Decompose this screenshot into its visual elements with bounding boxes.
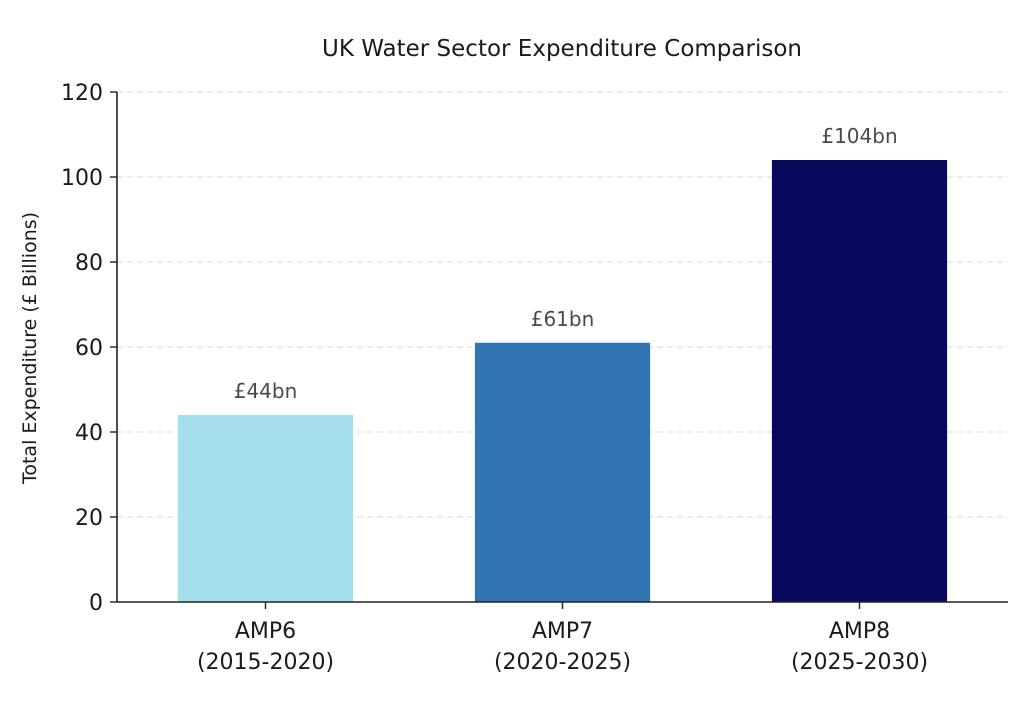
data-label: £61bn (531, 307, 595, 331)
y-tick-label: 20 (75, 506, 103, 531)
x-tick-sublabel: (2015-2020) (197, 650, 334, 675)
bars (177, 160, 948, 602)
y-tick-label: 80 (75, 251, 103, 276)
y-tick-label: 40 (75, 421, 103, 446)
y-tick-label: 100 (61, 166, 103, 191)
data-label: £104bn (821, 124, 897, 148)
chart-title: UK Water Sector Expenditure Comparison (322, 36, 802, 62)
x-tick-label: AMP7 (532, 619, 593, 644)
y-axis-label: Total Expenditure (£ Billions) (19, 212, 41, 485)
x-tick-sublabel: (2025-2030) (791, 650, 928, 675)
y-ticks: 0 20 40 60 80 100 120 (61, 81, 117, 616)
x-tick-sublabel: (2020-2025) (494, 650, 631, 675)
x-ticks: AMP6 (2015-2020) AMP7 (2020-2025) AMP8 (2025-… (197, 602, 928, 675)
x-tick-label: AMP8 (829, 619, 890, 644)
data-label: £44bn (234, 379, 298, 403)
x-tick-label: AMP6 (235, 619, 296, 644)
y-tick-label: 60 (75, 336, 103, 361)
bar-amp8 (771, 160, 948, 602)
bar-amp7 (474, 342, 651, 602)
data-labels: £44bn £61bn £104bn (234, 124, 898, 403)
y-tick-label: 120 (61, 81, 103, 106)
y-tick-label: 0 (89, 591, 103, 616)
bar-amp6 (177, 415, 354, 602)
